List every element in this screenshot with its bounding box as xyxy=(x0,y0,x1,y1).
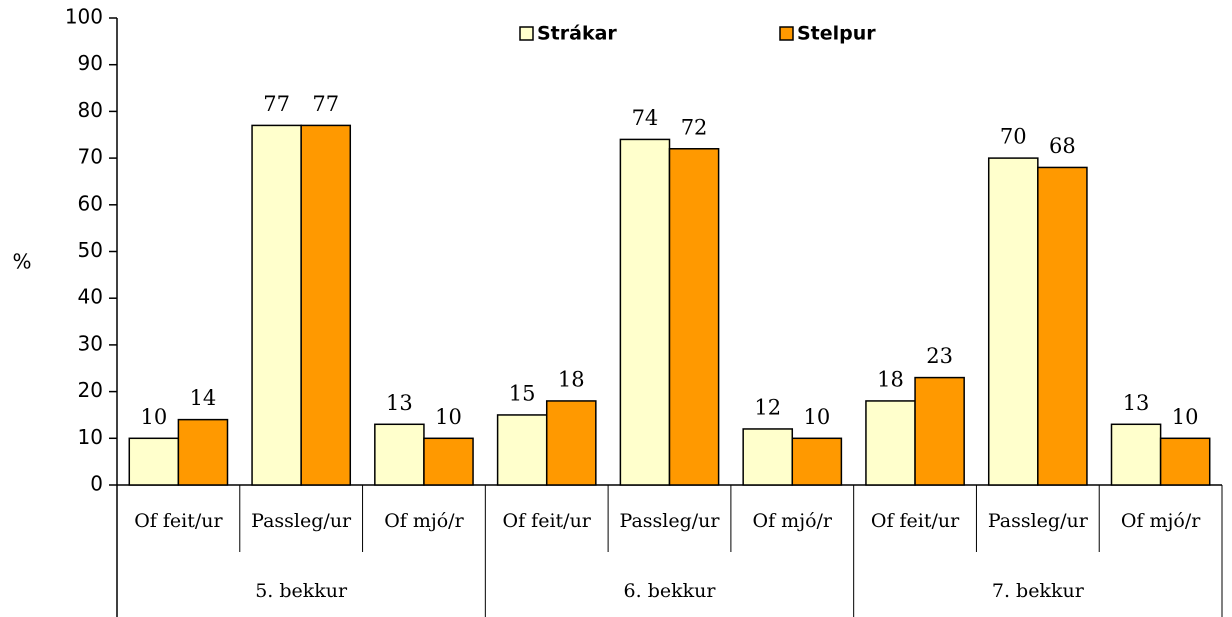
bar xyxy=(987,157,1039,486)
group-label: 7. bekkur xyxy=(992,580,1085,602)
data-label: 13 xyxy=(1123,391,1150,415)
bar xyxy=(177,418,229,486)
legend-swatch xyxy=(779,26,794,41)
x-tick-label: Of feit/ur xyxy=(871,510,960,532)
bar xyxy=(865,400,916,486)
data-label: 77 xyxy=(263,92,290,116)
x-tick-label: Of mjó/r xyxy=(753,510,833,532)
x-tick-label: Passleg/ur xyxy=(988,510,1089,532)
data-label: 23 xyxy=(926,344,953,368)
y-tick-label: 30 xyxy=(78,331,103,355)
data-label: 68 xyxy=(1049,134,1076,158)
data-label: 10 xyxy=(1172,405,1199,429)
data-label: 74 xyxy=(632,106,659,130)
bar xyxy=(1110,423,1162,486)
y-tick-label: 80 xyxy=(78,98,103,122)
y-tick-label: 90 xyxy=(78,51,103,75)
bar xyxy=(374,423,425,486)
y-axis-label: % xyxy=(12,250,31,274)
legend-label: Stelpur xyxy=(797,23,876,45)
bar xyxy=(496,414,548,486)
data-label: 10 xyxy=(140,405,167,429)
group-label: 6. bekkur xyxy=(624,580,717,602)
y-tick-label: 50 xyxy=(78,238,103,262)
y-tick-label: 100 xyxy=(65,5,103,29)
bar xyxy=(619,138,671,486)
data-label: 18 xyxy=(558,367,585,391)
y-tick-label: 70 xyxy=(78,145,103,169)
x-tick-label: Of feit/ur xyxy=(503,510,592,532)
bar xyxy=(423,437,474,486)
data-label: 15 xyxy=(509,381,536,405)
y-tick-label: 20 xyxy=(78,378,103,402)
data-label: 13 xyxy=(386,391,413,415)
data-label: 77 xyxy=(312,92,339,116)
x-tick-label: Of mjó/r xyxy=(384,510,464,532)
x-tick-label: Of feit/ur xyxy=(134,510,223,532)
bar xyxy=(1159,437,1211,486)
legend-label: Strákar xyxy=(537,23,617,45)
data-label: 10 xyxy=(435,405,462,429)
data-label: 14 xyxy=(190,386,217,410)
y-tick-label: 60 xyxy=(78,191,103,215)
data-label: 72 xyxy=(681,115,708,139)
x-tick-label: Passleg/ur xyxy=(251,510,352,532)
bar xyxy=(742,428,794,486)
x-tick-label: Of mjó/r xyxy=(1121,510,1201,532)
bar xyxy=(251,124,302,486)
bar xyxy=(914,376,965,486)
data-label: 12 xyxy=(754,395,781,419)
group-label: 5. bekkur xyxy=(255,580,348,602)
y-tick-label: 10 xyxy=(78,425,103,449)
y-tick-label: 40 xyxy=(78,285,103,309)
data-label: 10 xyxy=(803,405,830,429)
bar xyxy=(1037,166,1088,486)
bar xyxy=(545,400,597,486)
bar xyxy=(300,124,352,486)
legend-swatch xyxy=(519,26,534,41)
bar xyxy=(128,437,180,486)
bar xyxy=(791,437,843,486)
data-label: 70 xyxy=(1000,125,1027,149)
x-tick-label: Passleg/ur xyxy=(620,510,721,532)
data-label: 18 xyxy=(877,367,904,391)
bar xyxy=(668,148,720,486)
y-tick-label: 0 xyxy=(90,472,103,496)
